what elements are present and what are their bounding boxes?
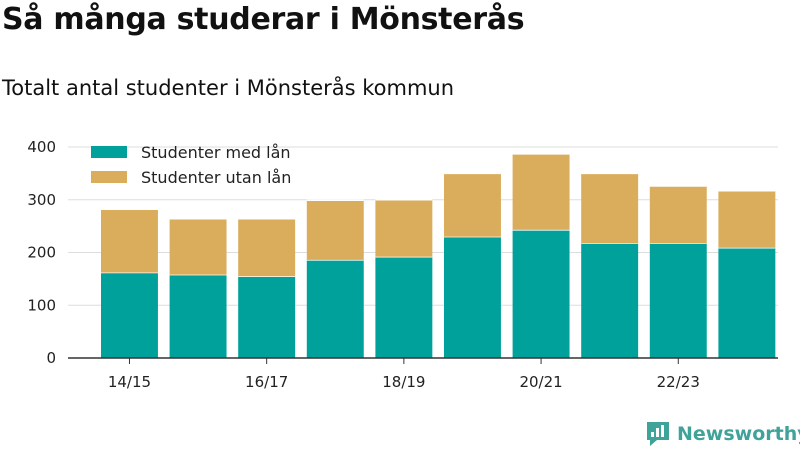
y-tick-label: 200 — [27, 244, 56, 262]
bar-with-loan — [169, 274, 227, 358]
legend: Studenter med lån Studenter utan lån — [91, 143, 291, 187]
bar-without-loan — [718, 190, 776, 248]
bar-with-loan — [238, 276, 296, 358]
brand-name: Newsworthy — [677, 423, 800, 445]
bar-with-loan — [581, 243, 639, 358]
bar-with-loan — [306, 259, 364, 358]
axes: 0 100 200 300 400 14/15 16/17 18/19 20/21 22/23 — [27, 138, 778, 391]
bar-without-loan — [306, 200, 364, 260]
bar-with-loan — [101, 272, 158, 358]
x-tick-label: 18/19 — [382, 373, 425, 391]
x-tick-label: 16/17 — [245, 373, 288, 391]
bar-without-loan — [649, 186, 707, 244]
y-tick-label: 0 — [46, 349, 56, 367]
bar-without-loan — [101, 209, 158, 273]
legend-swatch-without-loan — [91, 171, 127, 183]
bar-with-loan — [375, 256, 433, 358]
bar-without-loan — [512, 153, 570, 230]
legend-label: Studenter med lån — [141, 143, 291, 162]
chart-title: Så många studerar i Mönsterås — [2, 2, 525, 37]
chart-subtitle: Totalt antal studenter i Mönsterås kommu… — [2, 76, 455, 100]
bar-without-loan — [238, 218, 296, 277]
x-tick-label: 22/23 — [657, 373, 700, 391]
newsworthy-logo: Newsworthy — [645, 420, 800, 448]
bar-without-loan — [581, 173, 639, 244]
bar-with-loan — [649, 243, 707, 358]
bar-without-loan — [169, 218, 227, 275]
newsworthy-logo-icon — [647, 422, 669, 446]
bar-with-loan — [718, 247, 776, 358]
legend-swatch-with-loan — [91, 146, 127, 158]
y-tick-label: 300 — [27, 191, 56, 209]
bars — [101, 153, 776, 358]
y-tick-label: 100 — [27, 296, 56, 314]
bar-without-loan — [444, 173, 501, 237]
bar-with-loan — [512, 229, 570, 358]
bar-without-loan — [375, 199, 433, 257]
y-tick-label: 400 — [27, 138, 56, 156]
legend-label: Studenter utan lån — [141, 168, 291, 187]
x-tick-label: 14/15 — [108, 373, 151, 391]
x-tick-label: 20/21 — [519, 373, 562, 391]
bar-with-loan — [444, 236, 501, 358]
